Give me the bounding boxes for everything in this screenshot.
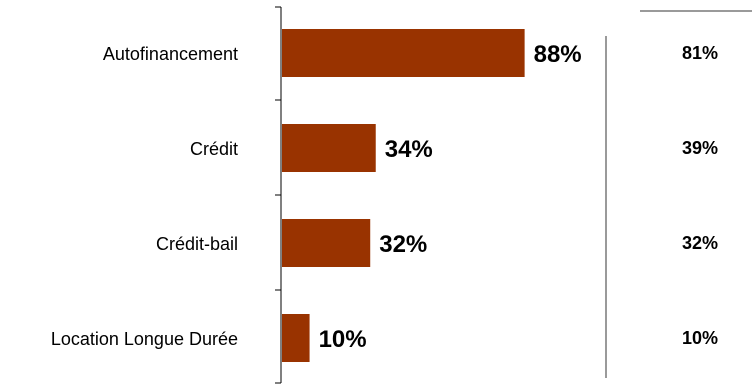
- bar-value-label: 32%: [379, 231, 427, 258]
- bar-value-label: 88%: [534, 41, 582, 68]
- bar-value-label: 10%: [319, 326, 367, 353]
- bar: [282, 314, 310, 362]
- bars-layer: Autofinancement 88% 81% Crédit 34% 39% Crédit-…: [51, 29, 718, 362]
- comparison-value-label: 39%: [682, 138, 718, 158]
- comparison-value-label: 81%: [682, 43, 718, 63]
- comparison-value-label: 32%: [682, 233, 718, 253]
- category-axis: [275, 6, 282, 384]
- comparison-value-label: 10%: [682, 328, 718, 348]
- bar: [282, 29, 525, 77]
- category-label: Autofinancement: [103, 44, 238, 64]
- category-label: Crédit-bail: [156, 234, 238, 254]
- bar-value-label: 34%: [385, 136, 433, 163]
- bar: [282, 219, 371, 267]
- category-label: Location Longue Durée: [51, 329, 238, 349]
- comparison-panel: [605, 10, 752, 378]
- category-label: Crédit: [190, 139, 238, 159]
- bar: [282, 124, 376, 172]
